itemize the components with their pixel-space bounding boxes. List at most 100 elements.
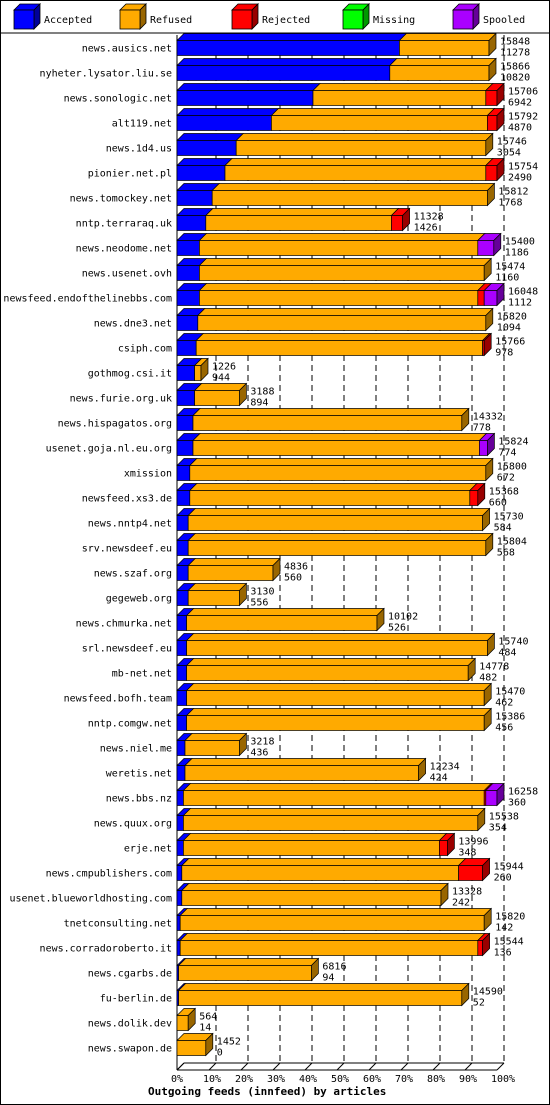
bar-end-face: [402, 207, 410, 232]
bar-segment-spooled: [483, 290, 498, 306]
accepted-articles-label: 242: [452, 898, 470, 909]
bar-end-face: [272, 557, 281, 582]
total-articles-label: 15800: [497, 462, 527, 473]
bar-segment-top-refused: [235, 133, 494, 141]
host-label: news.cmpublishers.com: [46, 869, 172, 880]
bar-segment-top-refused: [312, 83, 494, 91]
bar-segment-accepted: [176, 440, 194, 456]
host-label: tnetconsulting.net: [64, 919, 172, 930]
accepted-articles-label: 3054: [497, 148, 521, 159]
bar-end-face: [200, 357, 209, 382]
bar-segment-accepted: [176, 840, 184, 856]
bar-segment-accepted: [176, 890, 183, 906]
bar-segment-top-refused: [187, 508, 491, 516]
total-articles-label: 12234: [430, 762, 460, 773]
host-label: news.dne3.net: [94, 319, 172, 330]
bar-segment-top-refused: [193, 383, 248, 391]
bar-segment-refused: [186, 665, 469, 681]
bar-end-face: [461, 982, 470, 1007]
host-label: csiph.com: [118, 344, 172, 355]
bar-segment-accepted: [176, 190, 213, 206]
accepted-articles-label: 436: [250, 748, 268, 759]
host-label: newsfeed.endofthelinebbs.com: [3, 294, 172, 305]
total-articles-label: 4836: [284, 562, 308, 573]
bar-segment-top-refused: [198, 283, 486, 291]
bar-segment-top-refused: [180, 858, 467, 866]
x-tick-label: 0%: [171, 1074, 183, 1085]
bar-end-face: [485, 457, 494, 482]
x-tick-label: 40%: [299, 1074, 317, 1085]
host-label: news.dolik.dev: [88, 1019, 172, 1030]
bar-end-face: [482, 932, 490, 957]
host-label: srl.newsdeef.eu: [82, 644, 172, 655]
bar-segment-accepted: [176, 915, 181, 931]
tick-mark: [176, 1062, 185, 1071]
bar-segment-refused: [389, 65, 490, 81]
bar-segment-refused: [187, 540, 487, 556]
total-articles-label: 15470: [495, 687, 525, 698]
bar-segment-accepted: [176, 465, 191, 481]
bar-end-face: [496, 107, 505, 132]
bar-segment-top-refused: [388, 58, 497, 66]
tick-mark: [240, 1062, 249, 1071]
host-label: weretis.net: [106, 769, 172, 780]
total-articles-label: 16258: [508, 787, 538, 798]
bar-end-face: [467, 657, 476, 682]
bar-end-face: [485, 307, 494, 332]
accepted-articles-label: 52: [473, 998, 485, 1009]
accepted-articles-label: 2490: [508, 173, 532, 184]
bar-segment-top-refused: [185, 708, 493, 716]
bar-segment-refused: [187, 515, 483, 531]
host-label: alt119.net: [112, 119, 172, 130]
accepted-articles-label: 944: [212, 373, 230, 384]
bar-segment-accepted: [176, 115, 272, 131]
bar-end-face: [447, 832, 455, 857]
total-articles-label: 564: [199, 1012, 217, 1023]
accepted-articles-label: 94: [322, 973, 334, 984]
accepted-articles-label: 360: [508, 798, 526, 809]
accepted-articles-label: 1094: [497, 323, 521, 334]
bar-segment-top-refused: [188, 483, 478, 491]
total-articles-label: 15544: [494, 937, 524, 948]
bar-segment-accepted: [176, 515, 189, 531]
bar-segment-refused: [184, 740, 240, 756]
bar-segment-top-refused: [179, 908, 493, 916]
host-label: news.bbs.nz: [106, 794, 172, 805]
bar-segment-refused: [181, 890, 442, 906]
bar-segment-rejected: [439, 840, 448, 856]
bar-segment-rejected: [469, 490, 479, 506]
tick-mark: [464, 1062, 473, 1071]
tick-mark: [400, 1062, 409, 1071]
accepted-articles-label: 354: [489, 823, 507, 834]
host-label: nntp.comgw.net: [88, 719, 172, 730]
bar-end-face: [496, 782, 505, 807]
bar-end-face: [477, 482, 486, 507]
x-tick-label: 30%: [267, 1074, 285, 1085]
total-articles-label: 15944: [494, 862, 524, 873]
total-articles-label: 15820: [495, 912, 525, 923]
total-articles-label: 15812: [498, 187, 528, 198]
host-label: news.ausics.net: [82, 44, 172, 55]
bar-segment-accepted: [176, 390, 195, 406]
bar-segment-accepted: [176, 740, 186, 756]
bar-segment-refused: [184, 765, 419, 781]
bar-segment-refused: [235, 140, 487, 156]
host-label: pionier.net.pl: [88, 169, 172, 180]
total-articles-label: 15766: [495, 337, 525, 348]
bar-segment-refused: [187, 590, 240, 606]
host-label: news.quux.org: [94, 819, 172, 830]
tick-mark: [368, 1062, 377, 1071]
bar-end-face: [483, 707, 492, 732]
bar-segment-top-accepted: [176, 108, 280, 116]
host-label: news.szaf.org: [94, 569, 172, 580]
